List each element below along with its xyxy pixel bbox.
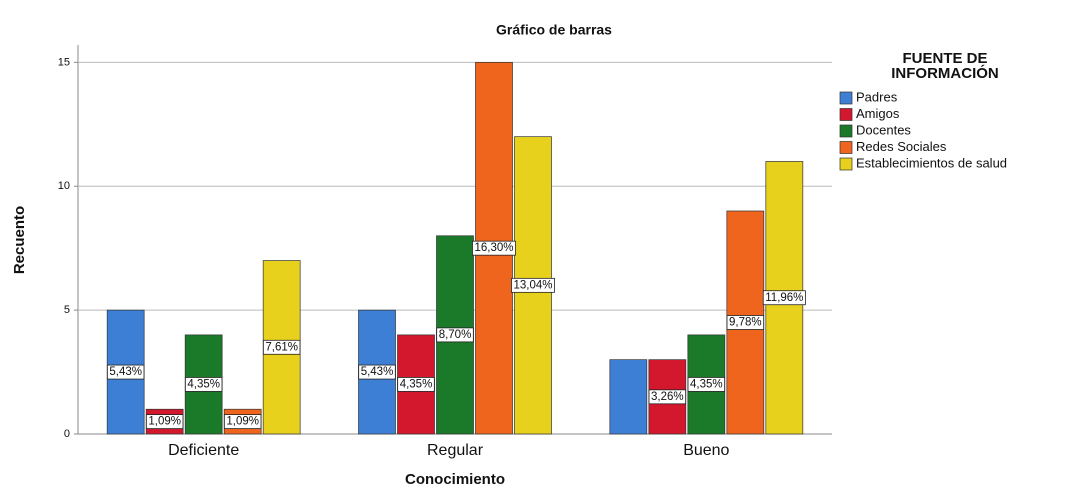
legend-label: Amigos bbox=[856, 106, 900, 121]
legend-label: Padres bbox=[856, 89, 898, 104]
legend-label: Redes Sociales bbox=[856, 139, 947, 154]
legend-title: FUENTE DE bbox=[902, 50, 987, 67]
value-label: 5,43% bbox=[109, 366, 142, 378]
value-label-box bbox=[762, 290, 806, 306]
value-label-box bbox=[262, 339, 301, 355]
value-label-box bbox=[726, 315, 765, 330]
value-label: 9,78% bbox=[729, 317, 762, 329]
legend-title: INFORMACIÓN bbox=[891, 64, 999, 82]
value-label-box bbox=[358, 364, 396, 380]
value-label: 4,35% bbox=[400, 378, 433, 390]
value-label-box bbox=[184, 377, 223, 392]
value-label-box bbox=[436, 327, 474, 343]
value-label-box bbox=[106, 364, 145, 380]
value-label: 1,09% bbox=[226, 416, 259, 428]
value-label: 1,09% bbox=[148, 416, 181, 428]
value-label: 16,30% bbox=[474, 242, 513, 254]
legend-label: Docentes bbox=[856, 122, 911, 137]
legend-swatch bbox=[839, 124, 853, 138]
value-label: 5,43% bbox=[361, 366, 394, 378]
legend-swatch bbox=[839, 157, 853, 171]
legend-swatch bbox=[839, 91, 853, 105]
y-tick-label: 10 bbox=[58, 180, 70, 192]
value-label: 4,35% bbox=[187, 378, 220, 390]
chart-title: Gráfico de barras bbox=[496, 22, 612, 38]
value-label-box bbox=[511, 277, 555, 293]
value-label-box bbox=[472, 240, 516, 256]
y-tick-label: 0 bbox=[64, 428, 70, 440]
x-tick-label: Regular bbox=[427, 442, 484, 459]
legend-swatch bbox=[839, 141, 853, 154]
y-tick-label: 15 bbox=[58, 56, 70, 68]
value-label-box bbox=[687, 377, 726, 392]
value-label-box bbox=[648, 389, 687, 405]
value-label: 4,35% bbox=[690, 378, 723, 390]
value-label: 13,04% bbox=[513, 279, 552, 291]
y-tick-label: 5 bbox=[64, 304, 70, 316]
value-label: 8,70% bbox=[439, 329, 472, 341]
value-label: 7,61% bbox=[265, 341, 298, 353]
value-label-box bbox=[223, 414, 262, 430]
bar bbox=[609, 359, 648, 435]
x-tick-label: Deficiente bbox=[168, 442, 239, 459]
value-label-box bbox=[145, 414, 184, 430]
y-axis-label: Recuento bbox=[11, 206, 28, 274]
x-axis-label: Conocimiento bbox=[405, 471, 505, 488]
legend-label: Establecimientos de salud bbox=[856, 155, 1007, 170]
x-tick-label: Bueno bbox=[683, 442, 729, 459]
value-label: 11,96% bbox=[765, 292, 803, 304]
value-label: 3,26% bbox=[651, 391, 684, 403]
value-label-box bbox=[397, 377, 435, 392]
legend-swatch bbox=[839, 108, 853, 121]
